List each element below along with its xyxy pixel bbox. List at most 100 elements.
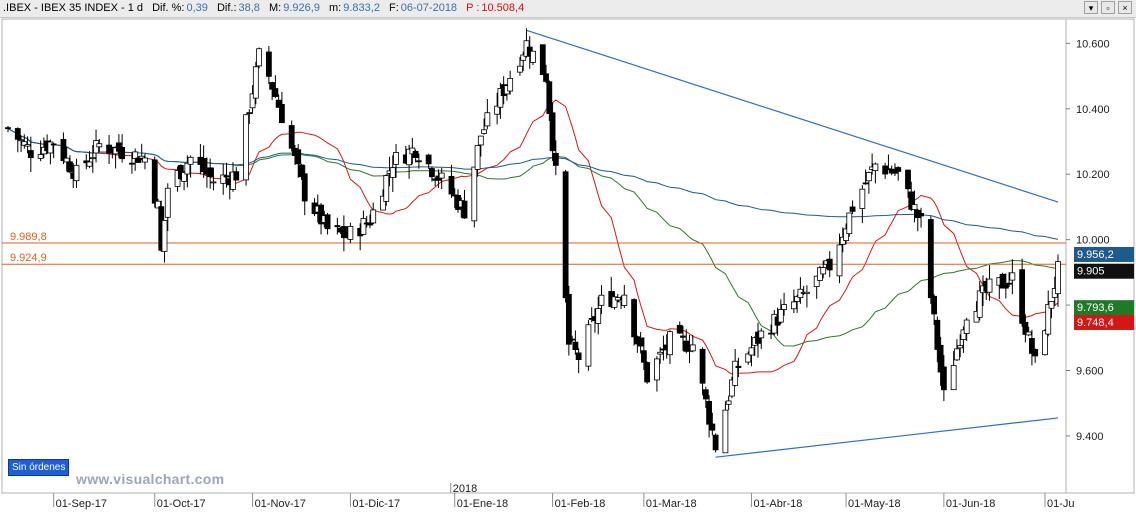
- min-label: m:: [329, 2, 342, 14]
- candle-body: [918, 213, 924, 217]
- chart-titlebar: .IBEX - IBEX 35 INDEX - 1 d Dif. %: 0,39 …: [0, 0, 1136, 18]
- x-tick-label: 01-Abr-18: [753, 498, 802, 510]
- candle-body: [246, 112, 253, 115]
- candle-body: [142, 157, 148, 163]
- candle-body: [621, 294, 628, 306]
- candle-body: [138, 155, 145, 159]
- candle-body: [729, 379, 735, 397]
- candle-body: [21, 141, 28, 146]
- y-tick-label: 10.200: [1076, 169, 1110, 181]
- candle-body: [699, 348, 706, 384]
- candle-body: [380, 195, 386, 211]
- candle-body: [976, 290, 983, 318]
- candle-body: [892, 170, 898, 174]
- candle-body: [360, 218, 367, 235]
- candle-body: [950, 365, 957, 391]
- candle-body: [461, 200, 468, 219]
- x-tick-label: 01-Mar-18: [646, 498, 697, 510]
- candle-body: [132, 151, 139, 160]
- x-tick-label: 01-Feb-18: [555, 498, 606, 510]
- candle-body: [520, 54, 527, 61]
- candle-body: [543, 73, 549, 82]
- candle-body: [448, 175, 455, 195]
- close-button[interactable]: ×: [1118, 1, 1132, 14]
- candle-body: [181, 172, 187, 182]
- candle-body: [820, 267, 827, 275]
- dif-pct-value: 0,39: [186, 2, 208, 14]
- candle-body: [572, 341, 579, 351]
- candle-body: [963, 319, 970, 334]
- candle-body: [67, 161, 73, 173]
- candle-body: [931, 295, 937, 315]
- p-label: P :: [466, 2, 480, 14]
- candle-body: [614, 297, 621, 301]
- candle-body: [908, 191, 915, 210]
- candle-body: [210, 181, 217, 184]
- candle-body: [1025, 331, 1032, 336]
- candle-body: [911, 204, 918, 210]
- price-chart[interactable]: 9.4009.6009.80010.00010.20010.40010.6000…: [0, 17, 1136, 517]
- candle-body: [611, 296, 618, 308]
- candle-body: [676, 324, 683, 334]
- candle-body: [135, 157, 142, 163]
- candle-body: [275, 99, 282, 108]
- candle-body: [288, 125, 295, 149]
- candle-body: [569, 338, 576, 341]
- candle-body: [895, 167, 902, 172]
- candles: [5, 28, 1061, 454]
- candle-body: [644, 362, 651, 383]
- price-tag-label: 9.793,6: [1077, 302, 1114, 314]
- candle-body: [660, 348, 667, 351]
- candle-body: [768, 332, 774, 335]
- trendline: [526, 29, 1059, 203]
- candle-body: [318, 204, 324, 225]
- candle-body: [18, 139, 24, 142]
- candle-body: [497, 88, 504, 108]
- candle-body: [249, 93, 256, 109]
- max-value: 9.926,9: [283, 2, 320, 14]
- candle-body: [151, 159, 158, 204]
- candle-body: [849, 206, 856, 212]
- candle-body: [804, 291, 810, 294]
- candle-body: [654, 358, 660, 381]
- candle-body: [794, 295, 801, 302]
- candle-body: [722, 409, 729, 454]
- candle-body: [781, 304, 787, 310]
- candle-body: [161, 220, 168, 252]
- candle-body: [585, 324, 592, 367]
- candle-body: [340, 226, 347, 239]
- candle-body: [367, 222, 373, 226]
- candle-body: [598, 294, 605, 306]
- candle-body: [207, 167, 214, 178]
- candle-body: [383, 175, 390, 202]
- candle-body: [865, 172, 872, 182]
- candle-body: [155, 200, 161, 209]
- price-tag: [1074, 246, 1134, 262]
- watermark: www.visualchart.com: [76, 471, 225, 487]
- candle-body: [1048, 300, 1055, 309]
- y-tick-label: 10.000: [1076, 235, 1110, 247]
- candle-body: [265, 51, 272, 77]
- candle-body: [689, 344, 696, 352]
- x-tick-label: 01-Ene-18: [457, 498, 508, 510]
- candle-body: [27, 150, 34, 159]
- candle-body: [184, 162, 191, 175]
- candle-body: [667, 331, 673, 356]
- candle-body: [301, 173, 308, 202]
- candle-body: [657, 351, 664, 355]
- x-tick-label: 01-Dic-17: [352, 498, 400, 510]
- dropdown-button[interactable]: ▾: [1084, 1, 1098, 14]
- candle-body: [813, 275, 820, 287]
- trendline: [715, 417, 1059, 458]
- candle-body: [1022, 321, 1029, 335]
- restore-button[interactable]: ▫: [1101, 1, 1115, 14]
- candle-body: [187, 156, 194, 165]
- candle-body: [477, 135, 484, 146]
- candle-body: [986, 278, 993, 293]
- candle-body: [37, 154, 44, 159]
- candle-body: [748, 347, 755, 356]
- candle-body: [940, 366, 947, 391]
- candle-body: [1055, 261, 1061, 295]
- orders-status-badge[interactable]: Sin órdenes: [8, 459, 70, 476]
- price-tag-label: 9.748,4: [1077, 317, 1114, 329]
